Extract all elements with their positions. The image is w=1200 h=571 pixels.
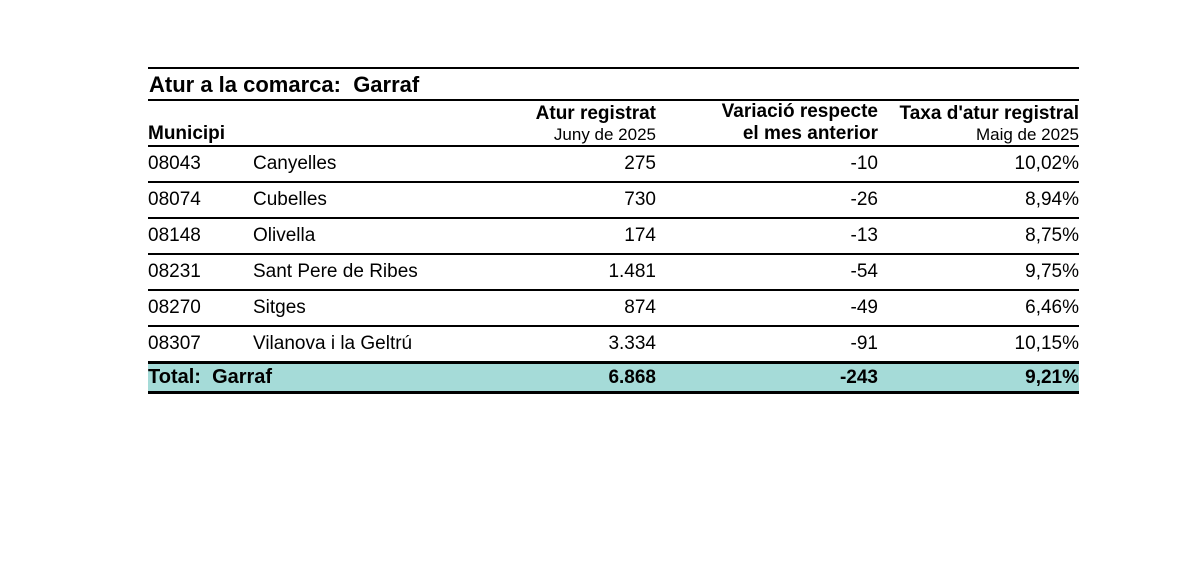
total-label: Total: Garraf	[148, 361, 453, 394]
cell-municipality-code: 08074	[148, 182, 253, 219]
column-header-municipi: Municipi	[148, 101, 453, 147]
cell-municipality-code: 08148	[148, 218, 253, 255]
column-header-taxa-sublabel: Maig de 2025	[975, 125, 1079, 144]
total-variacio: -243	[656, 361, 878, 394]
cell-atur: 730	[453, 182, 656, 219]
cell-variacio: -10	[656, 146, 878, 183]
cell-taxa: 6,46%	[878, 290, 1079, 327]
cell-variacio: -13	[656, 218, 878, 255]
column-header-variacio-label: Variació respecte	[721, 101, 878, 122]
unemployment-report: Atur a la comarca: Garraf Municipi Atur …	[148, 67, 1079, 394]
table-row: 08307 Vilanova i la Geltrú 3.334 -91 10,…	[148, 326, 1079, 364]
cell-municipality-code: 08307	[148, 326, 253, 364]
column-header-variacio-sublabel: el mes anterior	[742, 123, 878, 144]
cell-atur: 174	[453, 218, 656, 255]
table-row: 08270 Sitges 874 -49 6,46%	[148, 290, 1079, 327]
cell-taxa: 9,75%	[878, 254, 1079, 291]
cell-variacio: -91	[656, 326, 878, 364]
cell-atur: 275	[453, 146, 656, 183]
cell-municipality-name: Cubelles	[253, 182, 453, 219]
cell-atur: 1.481	[453, 254, 656, 291]
column-header-atur-label: Atur registrat	[535, 103, 656, 124]
cell-taxa: 10,02%	[878, 146, 1079, 183]
cell-variacio: -54	[656, 254, 878, 291]
cell-municipality-name: Sant Pere de Ribes	[253, 254, 453, 291]
cell-municipality-code: 08231	[148, 254, 253, 291]
cell-municipality-code: 08270	[148, 290, 253, 327]
column-header-taxa: Taxa d'atur registral Maig de 2025	[878, 101, 1079, 147]
table-header: Municipi Atur registrat Juny de 2025 Var…	[148, 101, 1079, 147]
cell-taxa: 8,75%	[878, 218, 1079, 255]
cell-taxa: 10,15%	[878, 326, 1079, 364]
column-header-atur: Atur registrat Juny de 2025	[453, 101, 656, 147]
total-atur: 6.868	[453, 361, 656, 394]
table-row: 08074 Cubelles 730 -26 8,94%	[148, 182, 1079, 219]
cell-municipality-name: Canyelles	[253, 146, 453, 183]
cell-atur: 3.334	[453, 326, 656, 364]
cell-variacio: -26	[656, 182, 878, 219]
cell-municipality-code: 08043	[148, 146, 253, 183]
column-header-taxa-label: Taxa d'atur registral	[899, 103, 1079, 124]
cell-taxa: 8,94%	[878, 182, 1079, 219]
report-title: Atur a la comarca: Garraf	[148, 67, 1079, 101]
cell-municipality-name: Olivella	[253, 218, 453, 255]
table-row: 08231 Sant Pere de Ribes 1.481 -54 9,75%	[148, 254, 1079, 291]
table-body: 08043 Canyelles 275 -10 10,02% 08074 Cub…	[148, 146, 1079, 394]
total-taxa: 9,21%	[878, 361, 1079, 394]
column-header-variacio: Variació respecte el mes anterior	[656, 101, 878, 147]
table-row: 08148 Olivella 174 -13 8,75%	[148, 218, 1079, 255]
total-row: Total: Garraf 6.868 -243 9,21%	[148, 361, 1079, 394]
cell-atur: 874	[453, 290, 656, 327]
column-header-atur-sublabel: Juny de 2025	[553, 125, 656, 144]
table-row: 08043 Canyelles 275 -10 10,02%	[148, 146, 1079, 183]
header-row: Municipi Atur registrat Juny de 2025 Var…	[148, 101, 1079, 147]
cell-variacio: -49	[656, 290, 878, 327]
unemployment-table: Municipi Atur registrat Juny de 2025 Var…	[148, 101, 1079, 394]
cell-municipality-name: Vilanova i la Geltrú	[253, 326, 453, 364]
cell-municipality-name: Sitges	[253, 290, 453, 327]
